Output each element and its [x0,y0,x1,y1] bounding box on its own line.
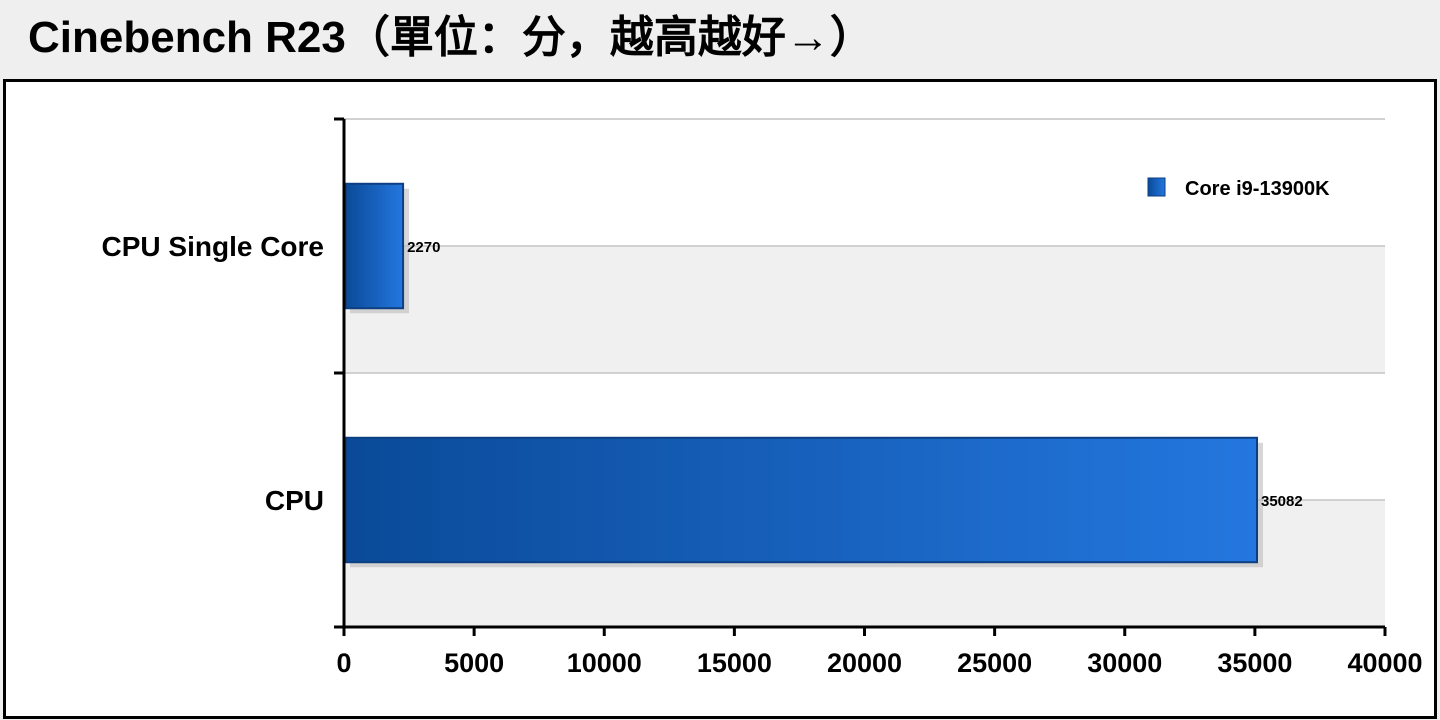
x-tick-label: 35000 [1217,648,1292,678]
x-tick-label: 5000 [444,648,504,678]
x-tick-label: 15000 [697,648,772,678]
category-label: CPU Single Core [102,231,324,262]
plot-band [344,246,1385,373]
x-tick-label: 40000 [1347,648,1422,678]
x-tick-label: 25000 [957,648,1032,678]
bar [345,182,405,310]
x-tick-label: 10000 [567,648,642,678]
legend-swatch [1147,177,1166,197]
x-tick-label: 20000 [827,648,902,678]
data-label: 2270 [407,239,440,256]
category-label: CPU [265,485,324,516]
x-tick-label: 30000 [1087,648,1162,678]
x-tick-label: 0 [336,648,351,678]
legend-label: Core i9-13900K [1185,178,1330,200]
bar [345,436,1259,564]
page-title: Cinebench R23（單位：分，越高越好→） [28,13,874,62]
data-label: 35082 [1261,493,1303,510]
